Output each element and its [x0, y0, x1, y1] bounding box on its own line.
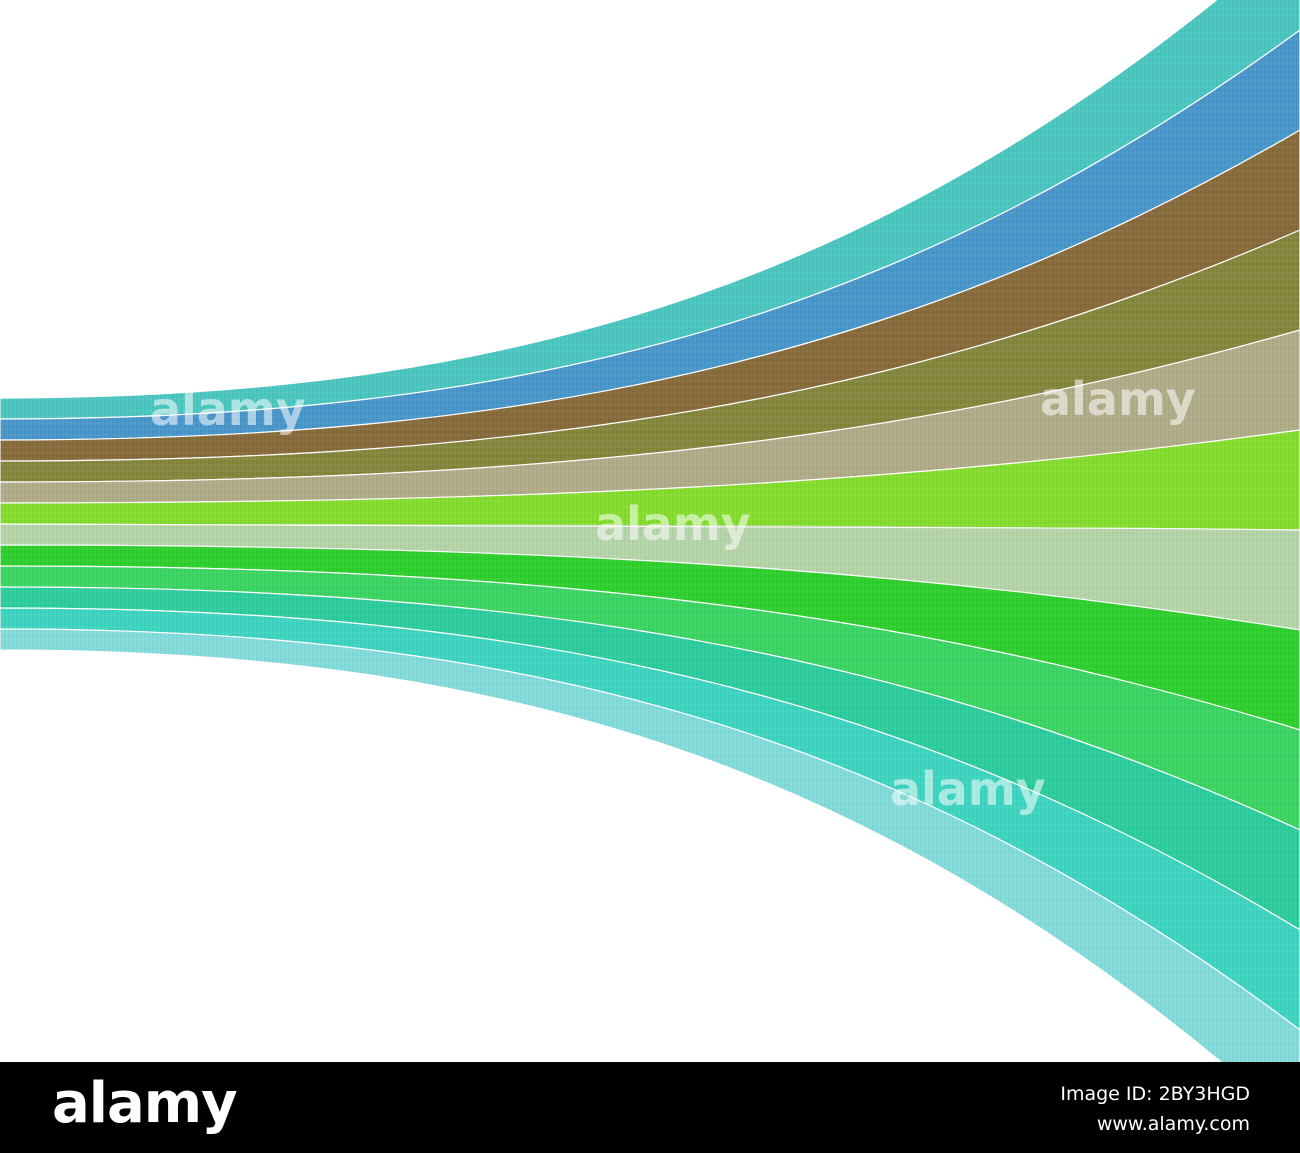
- stripe-texture: [0, 566, 1300, 830]
- stripe-texture: [0, 524, 1300, 630]
- watermarks: alamy alamy alamy alamy: [150, 372, 1196, 816]
- stripe-texture: [0, 30, 1300, 440]
- watermark: alamy: [595, 497, 751, 551]
- stripe-texture: [0, 629, 1300, 1062]
- website: www.alamy.com: [1097, 1113, 1250, 1135]
- stripe-texture: [0, 587, 1300, 930]
- stripe-texture: [0, 430, 1300, 530]
- footer-logo: alamy: [52, 1071, 237, 1136]
- watermark: alamy: [1040, 372, 1196, 426]
- stripe-texture: [0, 330, 1300, 503]
- stripe-texture: [0, 130, 1300, 461]
- stripe-texture: [0, 230, 1300, 482]
- watermark: alamy: [890, 762, 1046, 816]
- image-id: Image ID: 2BY3HGD: [1060, 1083, 1250, 1105]
- stripe-texture: [0, 0, 1300, 419]
- stripe-texture: [0, 545, 1300, 730]
- stripe-texture: [0, 608, 1300, 1030]
- watermark: alamy: [150, 382, 306, 436]
- footer-bar: [0, 1062, 1300, 1153]
